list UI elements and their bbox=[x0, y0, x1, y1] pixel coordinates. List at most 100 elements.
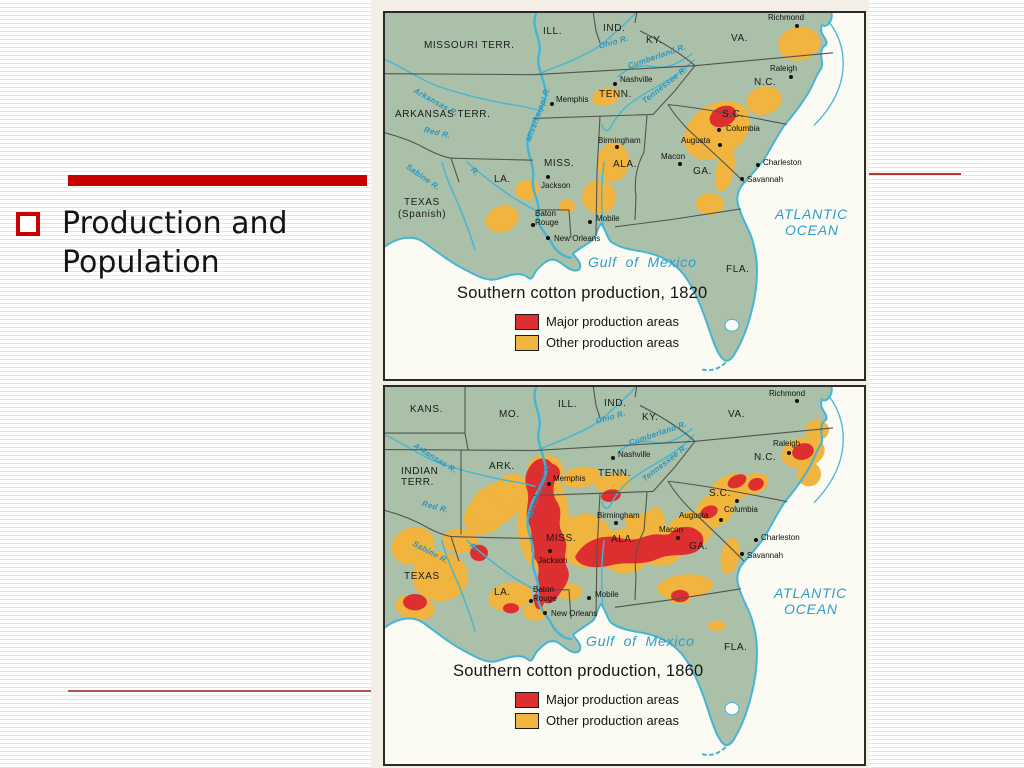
water-body-label: Gulf of Mexico bbox=[588, 254, 697, 270]
city-label: Columbia bbox=[724, 505, 758, 514]
river-label: Sabine R. bbox=[404, 162, 442, 193]
city-dot bbox=[587, 596, 591, 600]
city-label: Baton Rouge bbox=[535, 209, 559, 227]
state-label: INDIAN TERR. bbox=[401, 466, 439, 489]
state-label: LA. bbox=[494, 174, 511, 185]
state-label: VA. bbox=[731, 33, 749, 44]
city-label: Macon bbox=[659, 525, 684, 534]
state-label: TEXAS bbox=[404, 197, 440, 208]
city-dot bbox=[754, 538, 758, 542]
state-label: ILL. bbox=[543, 26, 563, 37]
city-dot bbox=[735, 499, 739, 503]
slide-title: Production and Population bbox=[62, 206, 288, 280]
state-label: VA. bbox=[728, 409, 746, 420]
major-production-label: Major production areas bbox=[546, 692, 679, 707]
state-label: LA. bbox=[494, 587, 511, 598]
river-label: Sabine R. bbox=[411, 539, 451, 566]
city-label: Richmond bbox=[768, 13, 805, 22]
city-dot bbox=[611, 456, 615, 460]
state-label: KY. bbox=[646, 35, 663, 46]
state-label: IND. bbox=[603, 23, 626, 34]
city-dot bbox=[550, 102, 554, 106]
city-dot bbox=[548, 549, 552, 553]
water-body-label: OCEAN bbox=[784, 601, 838, 617]
city-dot bbox=[547, 482, 551, 486]
map-1820-legend: Major production areas Other production … bbox=[515, 313, 679, 356]
river-label: R. bbox=[468, 165, 482, 178]
city-dot bbox=[546, 175, 550, 179]
river-label: Mississippi R. bbox=[524, 85, 553, 143]
river-label: Mississippi R. bbox=[525, 461, 554, 519]
title-accent-bar bbox=[68, 175, 367, 186]
state-label: (Spanish) bbox=[398, 209, 447, 220]
water-body-label: Gulf of Mexico bbox=[586, 633, 695, 649]
state-label: S.C. bbox=[722, 109, 744, 120]
state-label: IND. bbox=[604, 398, 627, 409]
city-label: New Orleans bbox=[554, 234, 601, 243]
city-label: Raleigh bbox=[770, 64, 798, 73]
city-dot bbox=[789, 75, 793, 79]
map-1860-legend: Major production areas Other production … bbox=[515, 691, 679, 734]
legend-row-other: Other production areas bbox=[515, 712, 679, 729]
state-label: N.C. bbox=[754, 452, 777, 463]
city-dot bbox=[717, 128, 721, 132]
map-1820-labels: MISSOURI TERR. ILL. IND. KY. VA. N.C. TENN. ARK… bbox=[385, 13, 864, 379]
legend-row-major: Major production areas bbox=[515, 691, 679, 708]
city-label: Augusta bbox=[679, 511, 709, 520]
other-production-label: Other production areas bbox=[546, 335, 679, 350]
city-dot bbox=[614, 521, 618, 525]
city-label: Jackson bbox=[541, 181, 571, 190]
city-label: New Orleans bbox=[551, 609, 598, 618]
state-label: MISS. bbox=[546, 533, 577, 544]
other-production-swatch bbox=[515, 712, 539, 729]
map-1860-labels: KANS. MO. ILL. IND. KY. VA. N.C. INDIAN TERR. AR… bbox=[385, 387, 864, 764]
city-dot bbox=[613, 82, 617, 86]
city-dot bbox=[795, 24, 799, 28]
city-label: Nashville bbox=[618, 450, 651, 459]
city-label: Memphis bbox=[556, 95, 589, 104]
state-label: N.C. bbox=[754, 77, 777, 88]
state-label: ARKANSAS TERR. bbox=[395, 109, 491, 120]
state-label: ARK. bbox=[489, 461, 515, 472]
city-label: Raleigh bbox=[773, 439, 801, 448]
city-dot bbox=[787, 451, 791, 455]
city-label: Birmingham bbox=[598, 136, 641, 145]
other-production-label: Other production areas bbox=[546, 713, 679, 728]
city-dot bbox=[546, 236, 550, 240]
river-label: Red R. bbox=[420, 499, 450, 515]
city-dot bbox=[529, 599, 533, 603]
state-label: ILL. bbox=[558, 399, 578, 410]
city-label: Macon bbox=[661, 152, 686, 161]
state-label: KY. bbox=[642, 412, 659, 423]
city-dot bbox=[740, 177, 744, 181]
legend-row-major: Major production areas bbox=[515, 313, 679, 330]
city-label: Birmingham bbox=[597, 511, 640, 520]
city-label: Nashville bbox=[620, 75, 653, 84]
water-body-label: OCEAN bbox=[785, 222, 839, 238]
city-label: Baton Rouge bbox=[533, 585, 557, 603]
state-label: TENN. bbox=[599, 89, 632, 100]
major-production-swatch bbox=[515, 691, 539, 708]
city-dot bbox=[676, 536, 680, 540]
river-label: R. bbox=[467, 541, 481, 554]
city-dot bbox=[543, 611, 547, 615]
map-1860-title: Southern cotton production, 1860 bbox=[453, 662, 704, 680]
city-dot bbox=[756, 163, 760, 167]
maps-frame: MISSOURI TERR. ILL. IND. KY. VA. N.C. TENN. ARK… bbox=[371, 0, 869, 768]
state-label: FLA. bbox=[724, 642, 748, 653]
water-body-label: ATLANTIC bbox=[774, 585, 848, 601]
other-production-swatch bbox=[515, 334, 539, 351]
bullet-square-icon bbox=[16, 212, 40, 236]
city-label: Charleston bbox=[763, 158, 802, 167]
city-label: Charleston bbox=[761, 533, 800, 542]
state-label: TEXAS bbox=[404, 571, 440, 582]
state-label: S.C. bbox=[709, 488, 731, 499]
city-dot bbox=[719, 518, 723, 522]
state-label: ALA. bbox=[611, 534, 636, 545]
state-label: MISSOURI TERR. bbox=[424, 40, 515, 51]
city-dot bbox=[615, 145, 619, 149]
city-label: Augusta bbox=[681, 136, 711, 145]
city-dot bbox=[795, 399, 799, 403]
major-production-swatch bbox=[515, 313, 539, 330]
